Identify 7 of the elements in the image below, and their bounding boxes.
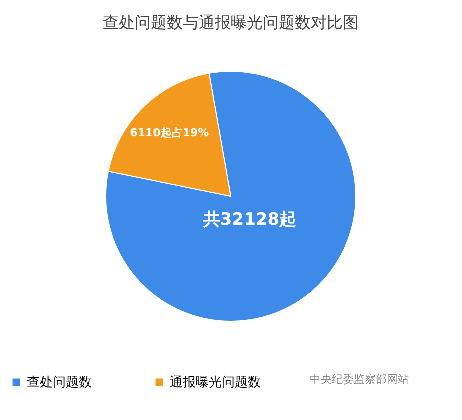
legend-label: 查处问题数: [27, 376, 92, 391]
text: 共32128起: [202, 210, 297, 230]
legend-label: 通报曝光问题数: [170, 376, 261, 391]
chart-title: 查处问题数与通报曝光问题数对比图: [103, 13, 359, 32]
data-label: 6110起占19%: [130, 126, 210, 140]
pie-slice: [106, 71, 356, 322]
text: 中央纪委监察部网站: [310, 373, 409, 386]
